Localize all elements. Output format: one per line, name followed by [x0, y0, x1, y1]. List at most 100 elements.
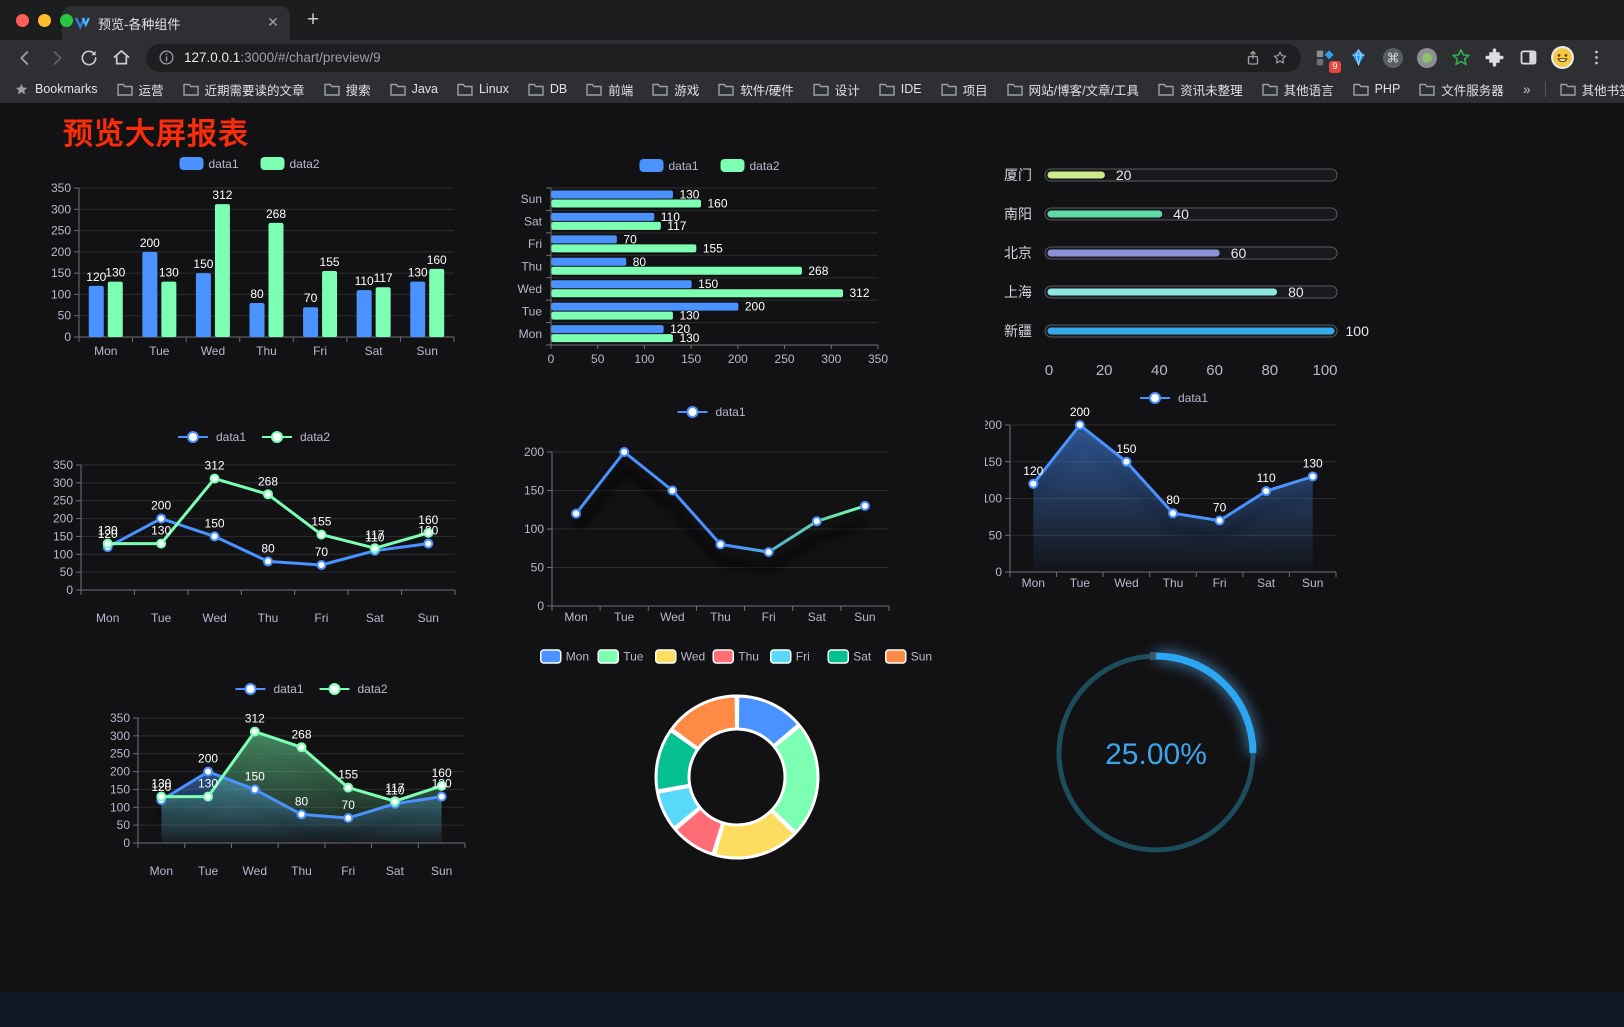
- svg-text:120: 120: [670, 322, 690, 336]
- bookmark-folder[interactable]: Linux: [457, 80, 509, 99]
- svg-text:Fri: Fri: [762, 610, 776, 624]
- bookmark-folder[interactable]: 资讯未整理: [1158, 80, 1243, 99]
- data-point: [1307, 471, 1318, 482]
- legend-item-Thu[interactable]: Thu: [712, 649, 759, 664]
- legend-item-data1[interactable]: data1: [179, 157, 239, 171]
- bookmark-folder[interactable]: 文件服务器: [1419, 80, 1504, 99]
- minimize-window-button[interactable]: [38, 14, 51, 27]
- legend-item-Sun[interactable]: Sun: [885, 649, 932, 664]
- bookmark-folder[interactable]: 搜索: [323, 80, 371, 99]
- folder-icon: [116, 83, 133, 96]
- site-info-icon[interactable]: [158, 49, 175, 66]
- maximize-window-button[interactable]: [60, 14, 73, 27]
- green-star-extension-icon[interactable]: [1447, 45, 1474, 71]
- back-button[interactable]: [10, 44, 40, 72]
- bar: [551, 334, 673, 343]
- tab-close-icon[interactable]: ✕: [267, 14, 279, 30]
- legend-item-data1[interactable]: data1: [235, 682, 304, 696]
- bookmark-folder[interactable]: 前端: [586, 80, 633, 99]
- bookmark-folder[interactable]: 其他语言: [1261, 80, 1334, 99]
- bookmark-folder[interactable]: 项目: [940, 80, 988, 99]
- bar: [551, 311, 673, 320]
- bookmark-folder[interactable]: 近期需要读的文章: [182, 80, 305, 99]
- pie-slice-Thu[interactable]: [673, 806, 725, 856]
- reading-mode-icon[interactable]: [1515, 45, 1542, 71]
- legend-item-Mon[interactable]: Mon: [540, 649, 589, 664]
- bar: [161, 281, 177, 337]
- bookmark-folder[interactable]: 设计: [813, 80, 860, 99]
- new-tab-button[interactable]: +: [306, 8, 320, 31]
- progress-fill: [1047, 288, 1278, 296]
- pie-slice-Sun[interactable]: [670, 694, 739, 751]
- bookmark-folder[interactable]: IDE: [879, 80, 922, 99]
- bar-series-data2: 160 117 155 268 312 130 130: [551, 197, 870, 345]
- legend-item-data1[interactable]: data1: [677, 405, 746, 419]
- legend-item-data1[interactable]: data1: [1140, 391, 1208, 405]
- data-point: [436, 780, 447, 791]
- area-chart-single: data1 0 50 100 150 200 Mon Tue Wed Thu Fri Sat Sun 12…: [985, 391, 1337, 590]
- legend-item-Fri[interactable]: Fri: [770, 649, 810, 664]
- bookmark-folder[interactable]: 运营: [116, 80, 164, 99]
- svg-text:150: 150: [53, 529, 73, 543]
- svg-text:Wed: Wed: [202, 611, 226, 625]
- bar: [551, 266, 802, 275]
- svg-text:350: 350: [868, 352, 888, 366]
- svg-text:120: 120: [151, 780, 171, 794]
- svg-text:130: 130: [151, 524, 171, 538]
- gem-extension-icon[interactable]: [1345, 45, 1372, 71]
- svg-text:Fri: Fri: [528, 237, 542, 251]
- bookmark-label: 游戏: [674, 83, 700, 98]
- other-bookmarks-folder[interactable]: 其他书签: [1559, 80, 1624, 99]
- bookmark-folder[interactable]: 游戏: [652, 80, 699, 99]
- svg-text:0: 0: [1045, 362, 1053, 379]
- svg-text:268: 268: [258, 474, 278, 488]
- bookmark-folder[interactable]: DB: [528, 80, 567, 99]
- legend-item-data2[interactable]: data2: [720, 159, 780, 173]
- legend-item-Sat[interactable]: Sat: [827, 649, 872, 664]
- home-button[interactable]: [106, 44, 136, 72]
- legend-item-data2[interactable]: data2: [262, 430, 330, 444]
- svg-text:100: 100: [634, 352, 654, 366]
- url-bar[interactable]: 127.0.0.1:3000/#/chart/preview/9: [146, 43, 1301, 72]
- pie-slice-Tue[interactable]: [770, 724, 820, 835]
- legend-item-Wed[interactable]: Wed: [655, 649, 705, 664]
- pie-slice-Wed[interactable]: [712, 809, 797, 860]
- bookmark-folder[interactable]: Java: [389, 80, 438, 99]
- svg-text:Mon: Mon: [564, 610, 587, 624]
- close-window-button[interactable]: [16, 14, 29, 27]
- svg-text:250: 250: [53, 494, 73, 508]
- profile-avatar[interactable]: [1549, 45, 1576, 71]
- bookmarks-overflow-chevron[interactable]: »: [1522, 81, 1531, 97]
- bookmark-folder[interactable]: 网站/博客/文章/工具: [1006, 80, 1139, 99]
- extension-tiles-icon[interactable]: 9: [1311, 45, 1341, 73]
- svg-text:厦门: 厦门: [1004, 167, 1032, 183]
- record-extension-icon[interactable]: [1413, 45, 1440, 71]
- pie-slice-Sat[interactable]: [654, 729, 700, 793]
- share-icon[interactable]: [1244, 49, 1262, 67]
- legend-item-Tue[interactable]: Tue: [597, 649, 644, 664]
- folder-icon: [389, 83, 406, 96]
- legend-item-data2[interactable]: data2: [319, 682, 388, 696]
- svg-text:Thu: Thu: [521, 260, 542, 274]
- pie-slice-Mon[interactable]: [735, 694, 801, 748]
- bookmark-star-icon[interactable]: [1271, 49, 1289, 67]
- forward-button[interactable]: [42, 44, 72, 72]
- bookmark-label: PHP: [1374, 82, 1401, 96]
- svg-text:data1: data1: [1178, 391, 1208, 405]
- data-point: [1261, 486, 1272, 497]
- bookmark-folder[interactable]: 软件/硬件: [718, 80, 794, 99]
- extensions-puzzle-icon[interactable]: [1481, 45, 1508, 71]
- bookmark-folder[interactable]: PHP: [1352, 80, 1401, 99]
- legend-item-data2[interactable]: data2: [260, 157, 320, 171]
- browser-tab[interactable]: 预览-各种组件 ✕: [62, 6, 290, 40]
- svg-text:南阳: 南阳: [1004, 206, 1032, 222]
- bar: [214, 204, 230, 337]
- bookmarks-manager[interactable]: Bookmarks: [14, 82, 98, 97]
- command-extension-icon[interactable]: ⌘: [1379, 45, 1406, 71]
- svg-text:Sat: Sat: [524, 215, 543, 229]
- legend-item-data1[interactable]: data1: [178, 430, 246, 444]
- legend-item-data1[interactable]: data1: [639, 159, 699, 173]
- bookmark-label: 其他书签: [1581, 83, 1624, 98]
- reload-button[interactable]: [74, 44, 104, 72]
- menu-dots-icon[interactable]: [1583, 45, 1610, 71]
